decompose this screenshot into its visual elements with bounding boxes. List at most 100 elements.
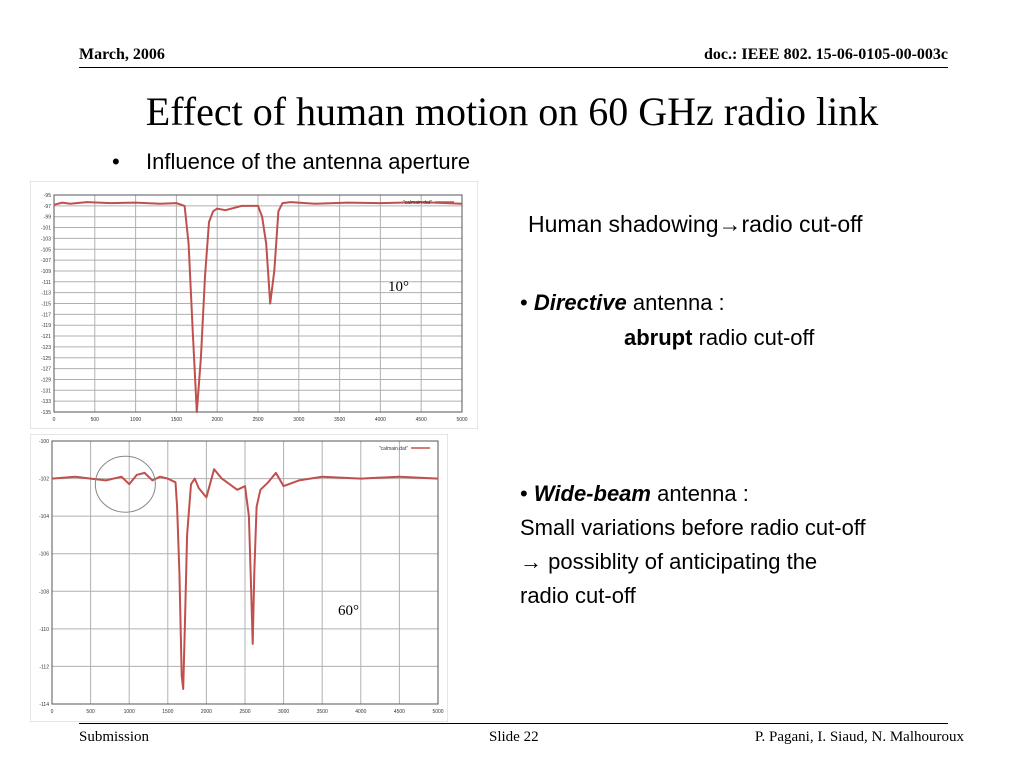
data-point	[241, 205, 243, 207]
data-point	[86, 201, 88, 203]
y-tick-label: -100	[39, 439, 49, 445]
data-point	[167, 477, 169, 480]
data-point	[236, 489, 238, 491]
data-point	[183, 205, 186, 207]
y-tick-label: -131	[41, 388, 51, 394]
x-tick-label: 1500	[171, 417, 182, 423]
header-date: March, 2006	[79, 46, 165, 63]
data-point	[196, 411, 198, 413]
data-point	[244, 485, 246, 487]
x-tick-label: 2000	[201, 709, 212, 715]
plot-border	[30, 434, 448, 722]
data-point	[261, 216, 263, 218]
y-tick-label: -127	[41, 367, 51, 373]
legend-label: "calmain.dat"	[403, 200, 432, 206]
directive-line2-rest: radio cut-off	[698, 325, 815, 350]
y-tick-label: -109	[41, 269, 51, 275]
data-point	[135, 201, 137, 204]
bullet-dot: •	[520, 290, 528, 315]
human-shadowing-caption: Human shadowing→radio cut-off	[528, 211, 863, 237]
data-point	[159, 476, 161, 478]
data-point	[269, 302, 271, 305]
data-point	[213, 468, 215, 470]
data-point	[192, 330, 194, 332]
data-point	[259, 489, 262, 491]
data-point	[277, 210, 279, 212]
x-tick-label: 4500	[416, 417, 427, 423]
x-tick-label: 4000	[375, 417, 386, 423]
directive-rest: antenna :	[632, 290, 725, 315]
bullet-dot: •	[520, 481, 528, 506]
slide-title: Effect of human motion on 60 GHz radio l…	[145, 89, 879, 134]
data-point	[182, 688, 184, 690]
y-tick-label: -102	[39, 477, 49, 483]
x-tick-label: 3000	[293, 417, 304, 423]
widebeam-line4: radio cut-off	[520, 583, 636, 608]
data-point	[216, 207, 218, 210]
data-point	[252, 643, 254, 645]
y-tick-label: -105	[41, 247, 51, 253]
y-tick-label: -119	[41, 323, 51, 329]
y-tick-label: -125	[41, 356, 51, 362]
data-point	[181, 675, 183, 677]
y-tick-label: -123	[41, 345, 51, 351]
data-point	[437, 477, 439, 480]
data-point	[461, 203, 463, 205]
plot-widebeam-60deg: 0 500 1000 1500 2000 2500 3000 3500 4000 4500 5000…	[30, 434, 448, 722]
data-point	[174, 481, 177, 483]
data-point	[283, 485, 285, 487]
plot-frame	[53, 194, 463, 413]
data-point	[186, 534, 188, 536]
data-point	[273, 270, 275, 272]
x-tick-label: 5000	[432, 709, 443, 715]
x-tick-label: 2500	[239, 709, 250, 715]
legend-label: "calmain.dat"	[379, 446, 408, 452]
data-point	[221, 477, 223, 480]
data-point	[90, 477, 92, 480]
y-tick-label: -99	[44, 215, 51, 221]
data-point	[200, 357, 202, 359]
data-point	[105, 479, 107, 482]
data-point	[51, 477, 53, 480]
data-point	[281, 202, 284, 204]
y-tick-label: -97	[44, 204, 51, 210]
data-point	[321, 476, 323, 478]
header-rule	[79, 67, 948, 68]
data-point	[190, 483, 192, 485]
data-point	[420, 201, 422, 203]
angle-label-10: 10°	[388, 279, 409, 295]
data-point	[151, 479, 153, 482]
footer-authors: P. Pagani, I. Siaud, N. Malhouroux	[754, 729, 964, 745]
y-tick-label: -95	[44, 193, 51, 199]
x-tick-label: 3000	[278, 709, 289, 715]
directive-line2: abrupt radio cut-off	[624, 321, 814, 354]
data-point	[379, 202, 381, 204]
main-bullet: • Influence of the antenna aperture	[112, 149, 470, 175]
angle-label-60: 60°	[338, 603, 359, 619]
x-tick-label: 500	[91, 417, 100, 423]
data-point	[188, 243, 190, 245]
data-point	[194, 477, 196, 480]
data-point	[178, 571, 180, 574]
x-tick-label: 4000	[355, 709, 366, 715]
y-tick-label: -111	[42, 280, 51, 286]
data-point	[128, 483, 130, 485]
y-tick-label: -121	[41, 334, 51, 340]
plot-directive-10deg: 0 500 1000 1500 2000 2500 3000 3500 4000 4500 5000…	[30, 181, 478, 429]
y-tick-label: -113	[41, 291, 51, 297]
annotation-circle	[94, 455, 156, 513]
widebeam-line1: • Wide-beam antenna :	[520, 477, 749, 510]
plot-border	[30, 181, 478, 429]
data-point	[198, 487, 200, 489]
data-point	[144, 472, 146, 474]
y-tick-label: -104	[39, 514, 49, 520]
x-tick-label: 3500	[317, 709, 328, 715]
x-tick-label: 2000	[212, 417, 223, 423]
data-point	[53, 204, 55, 206]
y-tick-label: -129	[41, 377, 51, 383]
x-tick-label: 1000	[124, 709, 135, 715]
y-tick-label: -115	[41, 302, 51, 308]
x-tick-label: 2500	[252, 417, 263, 423]
footer-slide-number: Slide 22	[489, 729, 539, 745]
x-tick-label: 0	[53, 417, 56, 423]
